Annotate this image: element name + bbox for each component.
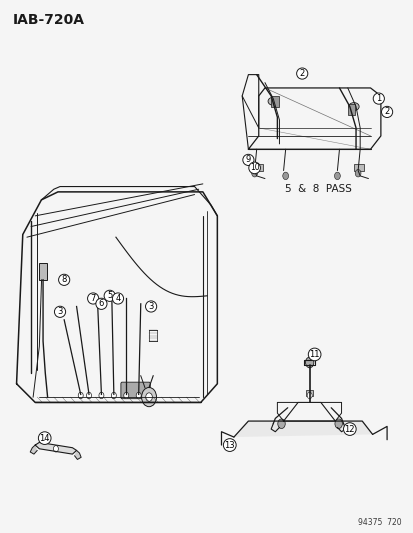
Text: 10: 10 [249,164,259,172]
Ellipse shape [268,97,278,106]
Polygon shape [30,445,37,454]
Circle shape [145,393,152,401]
Circle shape [334,419,342,429]
Circle shape [136,392,141,399]
Text: 12: 12 [344,425,354,433]
Ellipse shape [348,102,358,110]
Text: 13: 13 [224,441,235,449]
Circle shape [334,172,339,180]
Text: 11: 11 [309,350,319,359]
Text: 9: 9 [245,156,250,164]
Text: 7: 7 [90,294,95,303]
Text: 1: 1 [375,94,380,103]
Text: 3: 3 [57,308,62,316]
Polygon shape [35,442,76,454]
Text: 94375  720: 94375 720 [357,518,401,527]
Text: 8: 8 [62,276,66,284]
Text: 14: 14 [39,434,50,442]
Text: 5  &  8  PASS: 5 & 8 PASS [285,184,351,194]
Bar [271,96,278,107]
Circle shape [251,169,257,177]
Bar [252,164,262,171]
Circle shape [86,392,91,399]
Circle shape [53,446,58,452]
Bar [305,390,313,396]
Polygon shape [233,421,372,437]
Circle shape [354,169,360,177]
Text: 2: 2 [384,108,389,116]
Polygon shape [74,450,81,459]
Circle shape [282,172,288,180]
Text: IAB-720A: IAB-720A [12,13,84,27]
Text: 2: 2 [299,69,304,78]
FancyBboxPatch shape [121,382,150,399]
Bar [347,104,354,115]
Bar [39,263,47,280]
Bar [353,164,363,171]
Circle shape [277,419,285,429]
Text: 6: 6 [99,300,104,308]
Circle shape [305,357,313,368]
Circle shape [123,392,128,399]
Circle shape [99,392,104,399]
Text: 3: 3 [148,302,153,311]
Text: 5: 5 [107,292,112,300]
Circle shape [306,392,311,399]
Circle shape [78,392,83,399]
Circle shape [111,392,116,399]
Circle shape [141,387,156,407]
Text: 4: 4 [115,294,120,303]
